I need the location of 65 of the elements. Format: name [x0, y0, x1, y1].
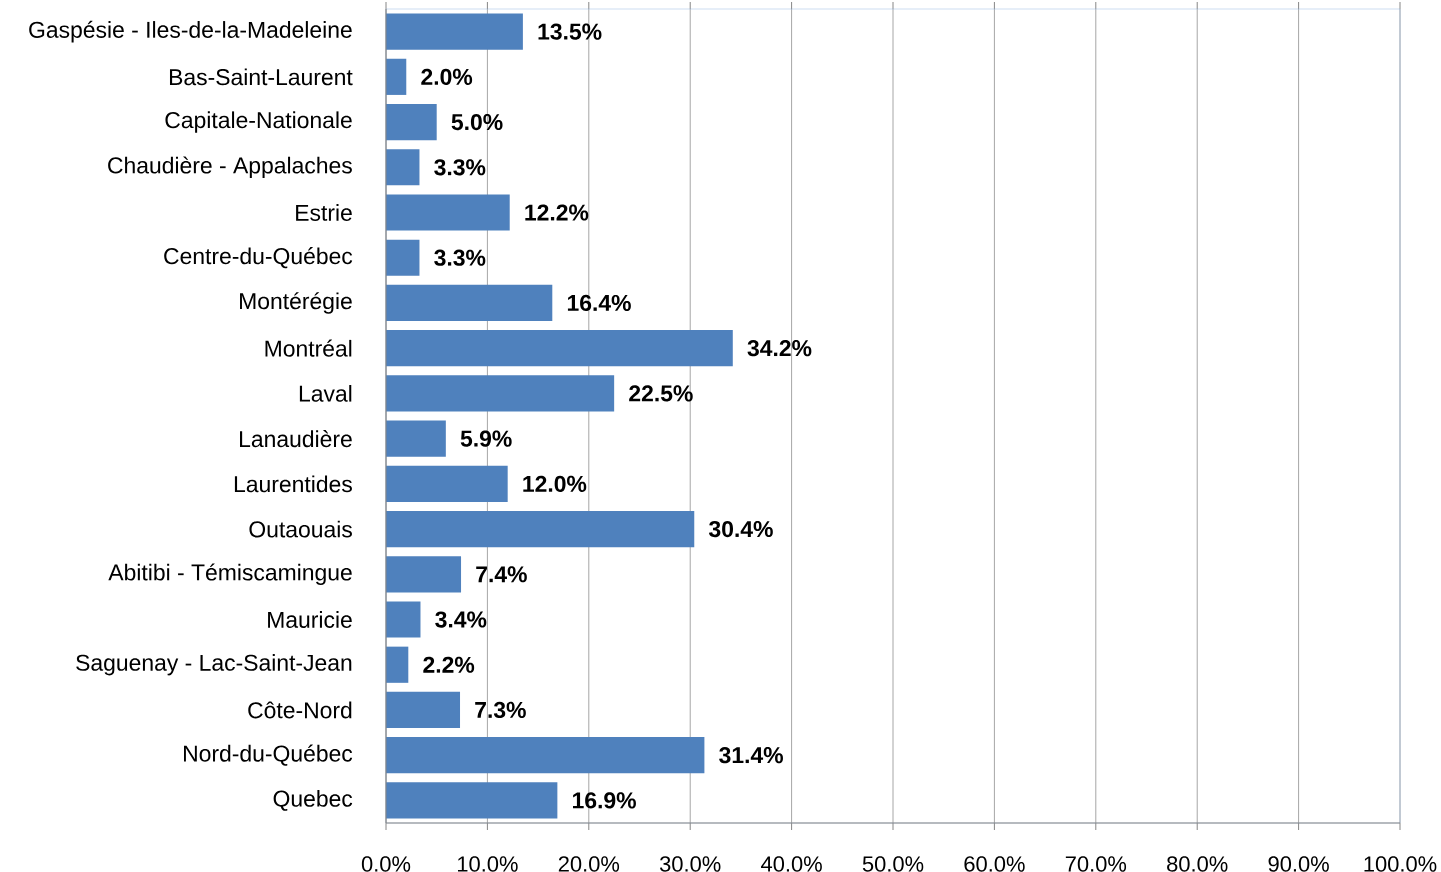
x-tick-label: 100.0%	[1364, 856, 1437, 872]
y-tick-label: Laval	[299, 384, 352, 402]
data-label: 3.3%	[434, 249, 486, 266]
data-label: 13.5%	[538, 23, 602, 40]
bar	[386, 330, 733, 367]
bar	[386, 737, 705, 774]
y-tick-label: Montréal	[265, 339, 352, 357]
bar	[386, 103, 437, 141]
bar	[386, 375, 615, 412]
bar	[386, 239, 420, 276]
x-tick-label: 90.0%	[1268, 856, 1329, 872]
data-label: 2.0%	[421, 68, 473, 85]
bar	[386, 510, 695, 548]
x-tick-label: 60.0%	[964, 856, 1025, 872]
bar	[386, 556, 462, 593]
y-tick-label: Lanaudière	[240, 430, 352, 448]
x-tick-label: 80.0%	[1167, 856, 1228, 872]
data-label: 12.0%	[523, 475, 587, 492]
data-label: 5.9%	[460, 430, 512, 447]
data-label: 2.2%	[423, 656, 475, 673]
data-label: 30.4%	[708, 520, 773, 538]
bar	[386, 646, 409, 683]
y-tick-label: Bas-Saint-Laurent	[169, 68, 353, 86]
x-tick-label: 0.0%	[361, 856, 411, 872]
data-label: 7.3%	[475, 701, 526, 719]
bar	[386, 13, 523, 50]
data-label: 34.2%	[747, 340, 812, 357]
bar	[386, 149, 420, 186]
bar	[386, 420, 446, 457]
y-tick-label: Quebec	[273, 789, 353, 811]
data-label: 5.0%	[451, 113, 503, 131]
y-tick-label: Estrie	[296, 204, 352, 221]
y-tick-label: Gaspésie - Iles-de-la-Madeleine	[29, 20, 352, 43]
bar	[386, 58, 407, 95]
data-label: 3.3%	[434, 159, 486, 176]
y-tick-label: Capitale-Nationale	[165, 111, 352, 133]
x-tick-label: 50.0%	[862, 856, 924, 872]
bar	[386, 465, 508, 502]
data-label: 3.4%	[435, 611, 487, 628]
bar	[386, 601, 421, 638]
data-label: 22.5%	[629, 385, 693, 402]
data-label: 31.4%	[719, 747, 783, 764]
data-label: 16.9%	[573, 792, 636, 809]
data-label: 16.4%	[567, 294, 631, 312]
x-tick-label: 70.0%	[1065, 856, 1127, 872]
x-tick-label: 40.0%	[761, 856, 822, 872]
x-tick-label: 30.0%	[659, 856, 721, 872]
data-label: 12.2%	[525, 204, 589, 221]
y-tick-label: Centre-du-Québec	[164, 247, 353, 269]
y-tick-label: Nord-du-Québec	[184, 744, 353, 766]
y-tick-label: Abitibi - Témiscamingue	[108, 563, 352, 586]
bar	[386, 691, 461, 729]
y-tick-label: Outaouais	[249, 520, 352, 538]
data-label: 7.4%	[476, 566, 527, 583]
y-tick-label: Mauricie	[268, 611, 352, 628]
bar	[386, 194, 510, 231]
y-tick-label: Montérégie	[240, 292, 352, 314]
x-tick-label: 10.0%	[458, 856, 518, 872]
x-tick-label: 20.0%	[558, 856, 620, 872]
bar	[386, 782, 558, 819]
y-tick-label: Côte-Nord	[248, 701, 352, 719]
bar	[386, 284, 553, 322]
y-tick-label: Saguenay - Lac-Saint-Jean	[76, 654, 352, 676]
y-tick-label: Chaudière - Appalaches	[108, 156, 352, 179]
y-tick-label: Laurentides	[234, 475, 352, 493]
